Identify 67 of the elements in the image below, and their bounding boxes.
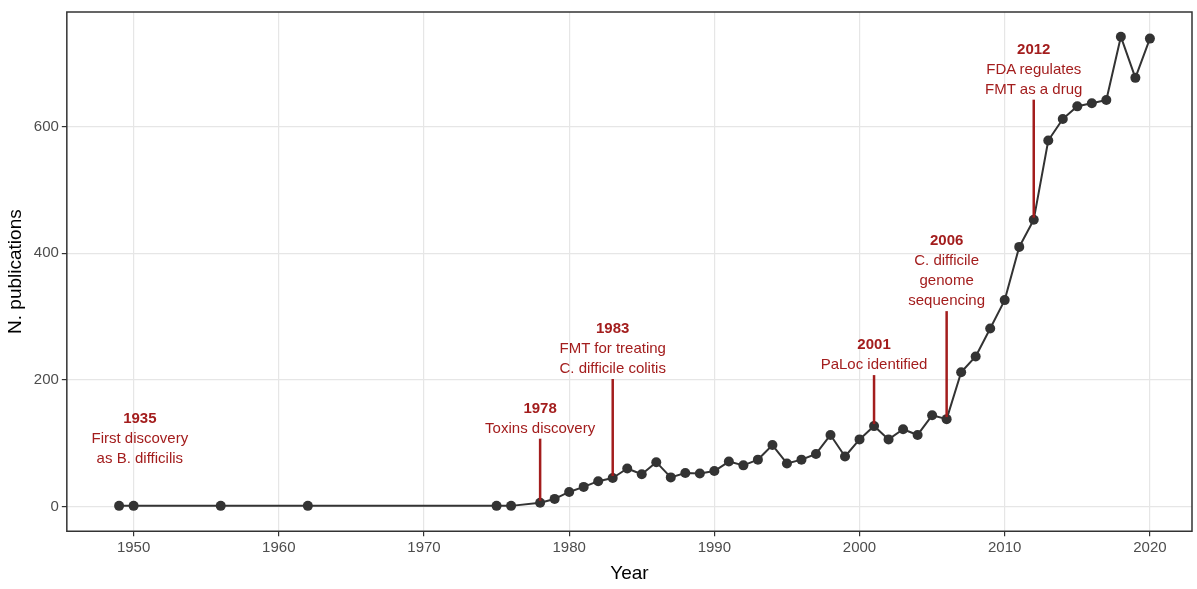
point <box>1043 135 1054 146</box>
point <box>1130 72 1141 83</box>
point <box>869 421 880 432</box>
point <box>651 457 662 468</box>
point <box>535 497 546 508</box>
point <box>898 424 909 435</box>
annotation: 2006 C. difficile genome sequencing <box>908 231 986 309</box>
point <box>1115 31 1126 42</box>
point <box>549 493 560 504</box>
point <box>622 463 633 474</box>
point <box>985 323 996 334</box>
point <box>912 429 923 440</box>
point <box>970 351 981 362</box>
point <box>506 500 517 511</box>
point <box>578 481 589 492</box>
point <box>956 367 967 378</box>
point <box>114 500 125 511</box>
point <box>1101 95 1112 106</box>
point <box>927 410 938 421</box>
point <box>1072 101 1083 112</box>
x-tick-label: 1990 <box>697 538 732 556</box>
point <box>302 500 313 511</box>
point <box>767 440 778 451</box>
x-tick-label: 2020 <box>1133 538 1167 556</box>
point <box>680 467 691 478</box>
x-tick-label: 1970 <box>407 538 441 556</box>
x-tick-label: 1960 <box>262 538 296 556</box>
annotation: 2012 FDA regulates FMT as a drug <box>985 39 1083 97</box>
y-tick-label: 200 <box>33 370 59 388</box>
annotation: 2001 PaLoc identified <box>820 335 928 373</box>
point <box>796 454 807 465</box>
point <box>694 468 705 479</box>
point <box>593 476 604 487</box>
x-tick-label: 2010 <box>988 538 1022 556</box>
point <box>1028 214 1039 225</box>
point <box>1014 241 1025 252</box>
point <box>723 456 734 467</box>
point <box>738 460 749 471</box>
point <box>840 451 851 462</box>
point <box>825 429 836 440</box>
y-axis-title: N. publications <box>3 209 25 334</box>
point <box>883 434 894 445</box>
y-tick-label: 400 <box>33 243 59 261</box>
point <box>999 295 1010 306</box>
point <box>128 500 139 511</box>
y-tick-label: 0 <box>50 496 59 514</box>
point <box>854 434 865 445</box>
y-tick-label: 600 <box>33 116 59 134</box>
x-axis-title: Year <box>610 561 650 583</box>
point <box>1144 33 1155 44</box>
point <box>1086 98 1097 109</box>
x-tick-label: 1950 <box>116 538 151 556</box>
point <box>810 448 821 459</box>
point <box>752 454 763 465</box>
point <box>665 472 676 483</box>
point <box>491 500 502 511</box>
point <box>781 458 792 469</box>
point <box>1057 114 1068 125</box>
annotation: 1978 Toxins discovery <box>485 398 596 436</box>
annotation: 1983 FMT for treating C. difficile colitis <box>559 319 666 377</box>
point <box>215 500 226 511</box>
x-tick-label: 1980 <box>552 538 586 556</box>
point <box>564 486 575 497</box>
annotation: 1935 First discovery as B. difficilis <box>91 409 189 467</box>
x-tick-label: 2000 <box>842 538 877 556</box>
point <box>636 469 647 480</box>
point <box>709 466 720 477</box>
